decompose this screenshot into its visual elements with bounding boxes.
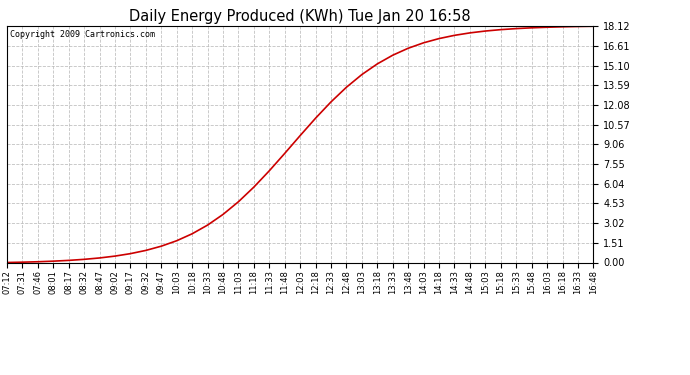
- Title: Daily Energy Produced (KWh) Tue Jan 20 16:58: Daily Energy Produced (KWh) Tue Jan 20 1…: [129, 9, 471, 24]
- Text: Copyright 2009 Cartronics.com: Copyright 2009 Cartronics.com: [10, 30, 155, 39]
